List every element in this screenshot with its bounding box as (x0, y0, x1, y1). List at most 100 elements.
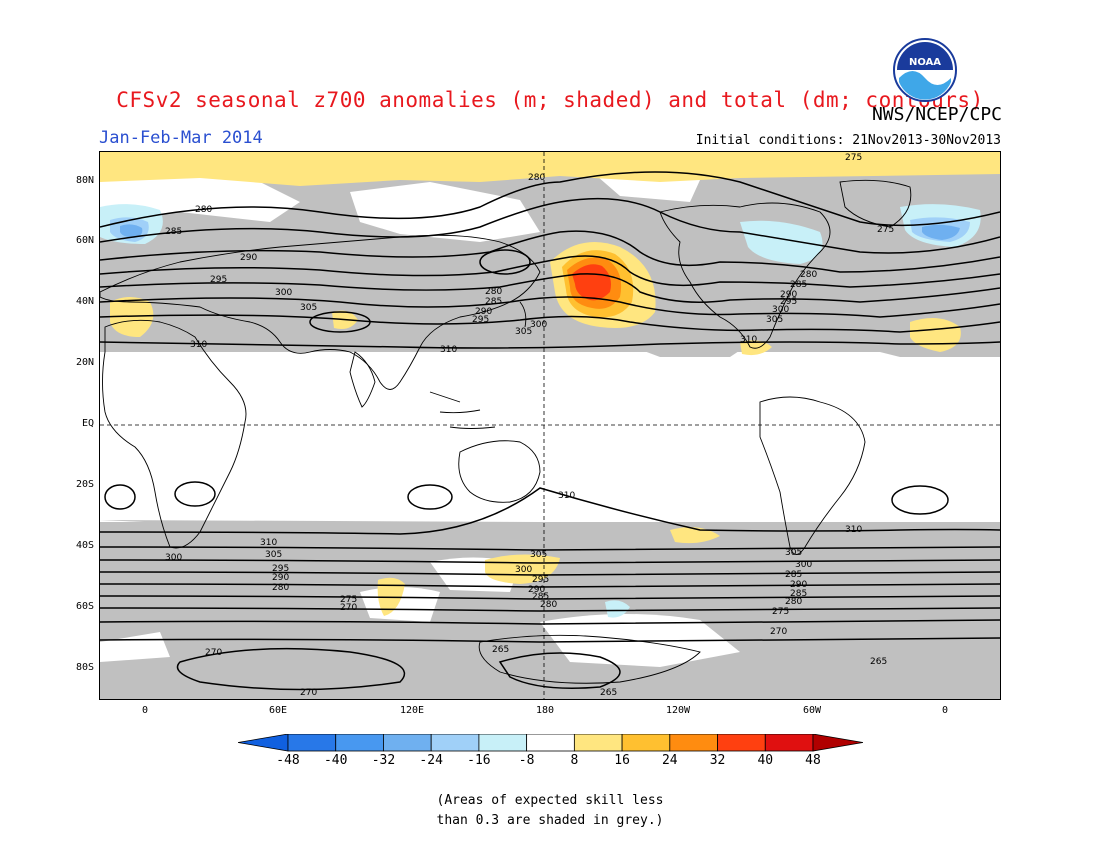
contour-label: 270 (340, 603, 357, 613)
lat-label: 80N (75, 175, 94, 186)
lon-label: 120E (399, 705, 425, 716)
colorbar-tick-label: 32 (709, 753, 726, 768)
initial-conditions: Initial conditions: 21Nov2013-30Nov2013 (695, 133, 1001, 148)
footnote-line-1: (Areas of expected skill less (436, 793, 664, 808)
contour-label: 305 (515, 327, 532, 337)
contour-label: 275 (340, 595, 357, 605)
contour-label: 285 (790, 280, 807, 290)
contour-label: 290 (780, 290, 797, 300)
contour-label: 285 (790, 589, 807, 599)
contour-label: 295 (532, 575, 549, 585)
contour-label: 280 (272, 583, 289, 593)
contour-label: 270 (205, 648, 222, 658)
contour-label: 310 (845, 525, 862, 535)
colorbar-tick-label: -8 (518, 753, 535, 768)
lat-label: 60S (75, 601, 94, 612)
contour-label: 300 (515, 565, 532, 575)
contour-label: 305 (766, 315, 783, 325)
map-title: CFSv2 seasonal z700 anomalies (m; shaded… (116, 88, 984, 112)
contour-label: 300 (275, 288, 292, 298)
contour-label: 290 (475, 307, 492, 317)
colorbar (237, 733, 864, 768)
contour-label: 280 (195, 205, 212, 215)
lat-label: 20S (75, 479, 94, 490)
noaa-logo-icon: NOAA (893, 38, 957, 102)
contour-label: 295 (780, 297, 797, 307)
colorbar-tick-label: 40 (757, 753, 774, 768)
contour-label: 285 (532, 592, 549, 602)
colorbar-tick-label: -16 (467, 753, 491, 768)
contour-label: 265 (870, 657, 887, 667)
lat-label: 40S (75, 540, 94, 551)
colorbar-bin (621, 733, 671, 752)
contour-label: 295 (472, 315, 489, 325)
contour-label: 305 (785, 548, 802, 558)
contour-label: 280 (528, 173, 545, 183)
contour-label: 290 (790, 580, 807, 590)
lat-label: 40N (75, 296, 94, 307)
contour-label: 305 (300, 303, 317, 313)
lon-label: 60E (268, 705, 288, 716)
contour-label: 280 (540, 600, 557, 610)
contour-label: 270 (300, 688, 317, 698)
colorbar-bin (383, 733, 432, 752)
lat-label: 20N (75, 357, 94, 368)
colorbar-tick-label: 16 (614, 753, 630, 768)
footnote: (Areas of expected skill less than 0.3 a… (0, 791, 1100, 831)
contour-label: 280 (785, 597, 802, 607)
contour-label: 275 (877, 225, 894, 235)
lat-label: 80S (75, 662, 94, 673)
colorbar-bin (287, 733, 337, 752)
contour-label: 275 (845, 153, 862, 163)
colorbar-tick-label: 8 (570, 753, 579, 768)
agency-label: NWS/NCEP/CPC (871, 104, 1002, 125)
contour-label: 300 (530, 320, 547, 330)
negative-anomalies (100, 204, 981, 618)
contour-label: 290 (528, 585, 545, 595)
contour-label: 310 (740, 335, 757, 345)
contour-label: 275 (772, 607, 789, 617)
noaa-logo-text: NOAA (909, 57, 941, 68)
contour-label: 300 (772, 305, 789, 315)
contour-label: 310 (260, 538, 277, 548)
colorbar-bin (573, 733, 623, 752)
contour-label: 310 (558, 491, 575, 501)
lat-label: EQ (81, 418, 94, 429)
grid-lines (100, 152, 1000, 699)
contour-label: 285 (785, 570, 802, 580)
contour-labels: 280 275 280 285 290 295 300 305 310 310 … (165, 153, 894, 698)
lon-label: 180 (535, 705, 555, 716)
lon-label: 60W (802, 705, 822, 716)
forecast-period: Jan-Feb-Mar 2014 (99, 128, 263, 148)
contour-label: 305 (530, 550, 547, 560)
contour-label: 290 (272, 573, 289, 583)
contour-label: 300 (795, 560, 812, 570)
contour-label: 295 (210, 275, 227, 285)
colorbar-bin (812, 733, 864, 752)
colorbar-tick-label: 48 (805, 753, 821, 768)
lon-label: 0 (141, 705, 149, 716)
colorbar-tick-label: -32 (371, 753, 396, 768)
contour-label: 310 (440, 345, 457, 355)
contour-label: 290 (240, 253, 257, 263)
contour-label: 305 (265, 550, 282, 560)
colorbar-tick-label: -40 (323, 753, 348, 768)
anomaly-map: 280 275 280 285 290 295 300 305 310 310 … (99, 151, 1001, 700)
colorbar-tick-label: -24 (419, 753, 443, 768)
colorbar-bin (526, 733, 575, 752)
colorbar-bin (478, 733, 528, 752)
lon-label: 120W (665, 705, 691, 716)
contour-label: 300 (165, 553, 182, 563)
colorbar-tick-label: -48 (276, 753, 300, 768)
contour-label: 280 (485, 287, 502, 297)
colorbar-bin (335, 733, 384, 752)
height-contours (100, 171, 1000, 691)
colorbar-bin (717, 733, 766, 752)
lon-label: 0 (941, 705, 949, 716)
contour-label: 280 (800, 270, 817, 280)
colorbar-tick-label: 24 (661, 753, 678, 768)
contour-label: 270 (770, 627, 787, 637)
contour-label: 265 (492, 645, 509, 655)
footnote-line-2: than 0.3 are shaded in grey.) (436, 813, 664, 828)
contour-label: 295 (272, 564, 289, 574)
